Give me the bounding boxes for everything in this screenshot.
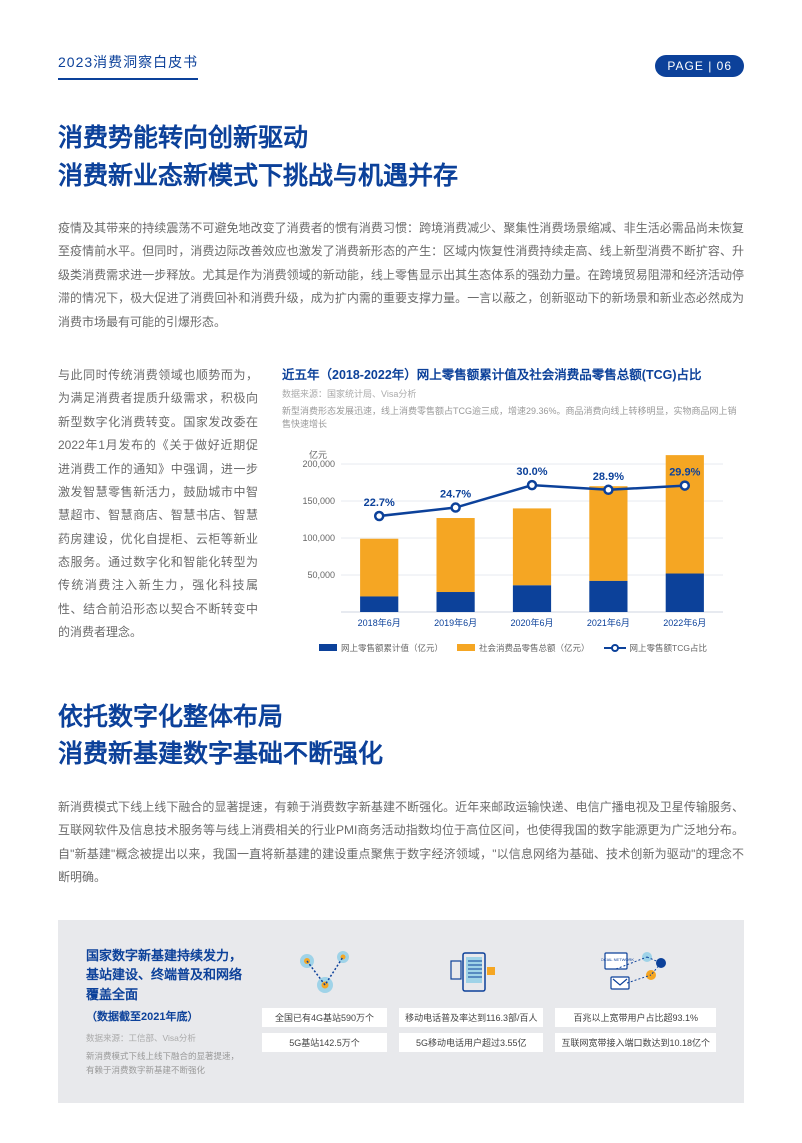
svg-text:24.7%: 24.7% (440, 489, 471, 501)
legend-swatch-online (319, 644, 337, 651)
page-number-badge: PAGE | 06 (655, 55, 744, 77)
svg-text:200,000: 200,000 (302, 459, 335, 469)
legend-item: 社会消费品零售总额（亿元） (457, 642, 590, 654)
svg-text:29.9%: 29.9% (669, 467, 700, 479)
infobox-left: 国家数字新基建持续发力，基站建设、终端普及和网络覆盖全面 （数据截至2021年底… (86, 946, 246, 1078)
phone-icon (441, 946, 501, 998)
page-header: 2023消费洞察白皮书 PAGE | 06 (58, 52, 744, 80)
svg-text:2020年6月: 2020年6月 (510, 617, 553, 628)
chart-column: 近五年（2018-2022年）网上零售额累计值及社会消费品零售总额(TCG)占比… (282, 364, 744, 654)
chart-subtitle: 新型消费形态发展迅速，线上消费零售额占TCG逾三成，增速29.36%。商品消费向… (282, 404, 744, 430)
svg-text:150,000: 150,000 (302, 496, 335, 506)
svg-text:2022年6月: 2022年6月 (663, 617, 706, 628)
bar-line-chart: 50,000 100,000 150,000 200,000亿元 2018年6月 2019… (282, 444, 744, 634)
tower-icon (295, 946, 355, 998)
chart-title: 近五年（2018-2022年）网上零售额累计值及社会消费品零售总额(TCG)占比 (282, 364, 744, 383)
info-cards-row: 全国已有4G基站590万个 5G基站142.5万个 移动电话普及率达到116.3… (262, 946, 716, 1078)
heading-line: 消费新基建数字基础不断强化 (58, 736, 744, 774)
chart-container: 50,000 100,000 150,000 200,000亿元 2018年6月 2019… (282, 444, 744, 634)
section1-heading: 消费势能转向创新驱动 消费新业态新模式下挑战与机遇并存 (58, 120, 744, 195)
svg-text:100,000: 100,000 (302, 533, 335, 543)
svg-text:2018年6月: 2018年6月 (358, 617, 401, 628)
card-stat: 百兆以上宽带用户占比超93.1% (555, 1008, 716, 1027)
legend-label: 社会消费品零售总额（亿元） (479, 642, 590, 654)
legend-swatch-social (457, 644, 475, 651)
section1-body: 疫情及其带来的持续震荡不可避免地改变了消费者的惯有消费习惯：跨境消费减少、聚集性… (58, 217, 744, 334)
section2-body: 新消费模式下线上线下融合的显著提速，有赖于消费数字新基建不断强化。近年来邮政运输… (58, 796, 744, 890)
left-column-text: 与此同时传统消费领域也顺势而为，为满足消费者提质升级需求，积极向新型数字化消费转… (58, 364, 258, 645)
info-card: SOCIAL NETWORK 百兆以上宽带用户占比超93.1% 互联网宽带接入端… (555, 946, 716, 1078)
svg-text:2021年6月: 2021年6月 (587, 617, 630, 628)
chart-source: 数据来源：国家统计局、Visa分析 (282, 387, 744, 400)
card-stat: 全国已有4G基站590万个 (262, 1008, 387, 1027)
legend-label: 网上零售额累计值（亿元） (341, 642, 443, 654)
legend-label: 网上零售额TCG占比 (630, 642, 707, 654)
heading-line: 依托数字化整体布局 (58, 699, 744, 737)
legend-line-icon (604, 644, 626, 652)
network-icon: SOCIAL NETWORK (601, 946, 671, 998)
infobox-subtitle: （数据截至2021年底） (86, 1008, 246, 1024)
svg-text:50,000: 50,000 (307, 570, 335, 580)
section2-heading: 依托数字化整体布局 消费新基建数字基础不断强化 (58, 699, 744, 774)
card-stat: 移动电话普及率达到116.3部/百人 (399, 1008, 543, 1027)
info-card: 移动电话普及率达到116.3部/百人 5G移动电话用户超过3.55亿 (399, 946, 543, 1078)
svg-text:28.9%: 28.9% (593, 471, 624, 483)
card-stat: 5G基站142.5万个 (262, 1033, 387, 1052)
infobox: 国家数字新基建持续发力，基站建设、终端普及和网络覆盖全面 （数据截至2021年底… (58, 920, 744, 1104)
heading-line: 消费势能转向创新驱动 (58, 120, 744, 158)
heading-line: 消费新业态新模式下挑战与机遇并存 (58, 158, 744, 196)
svg-text:2019年6月: 2019年6月 (434, 617, 477, 628)
two-column-row: 与此同时传统消费领域也顺势而为，为满足消费者提质升级需求，积极向新型数字化消费转… (58, 364, 744, 654)
info-card: 全国已有4G基站590万个 5G基站142.5万个 (262, 946, 387, 1078)
chart-legend: 网上零售额累计值（亿元） 社会消费品零售总额（亿元） 网上零售额TCG占比 (282, 642, 744, 654)
legend-item: 网上零售额TCG占比 (604, 642, 707, 654)
infobox-source: 数据来源：工信部、Visa分析 (86, 1032, 246, 1044)
svg-text:亿元: 亿元 (309, 449, 327, 460)
infobox-note: 新消费模式下线上线下融合的显著提速，有赖于消费数字新基建不断强化 (86, 1050, 246, 1077)
card-stat: 5G移动电话用户超过3.55亿 (399, 1033, 543, 1052)
doc-title: 2023消费洞察白皮书 (58, 52, 198, 80)
infobox-title: 国家数字新基建持续发力，基站建设、终端普及和网络覆盖全面 (86, 946, 246, 1005)
svg-text:30.0%: 30.0% (516, 466, 547, 478)
card-stat: 互联网宽带接入端口数达到10.18亿个 (555, 1033, 716, 1052)
svg-text:SOCIAL NETWORK: SOCIAL NETWORK (601, 957, 634, 962)
legend-item: 网上零售额累计值（亿元） (319, 642, 443, 654)
svg-text:22.7%: 22.7% (364, 497, 395, 509)
left-column: 与此同时传统消费领域也顺势而为，为满足消费者提质升级需求，积极向新型数字化消费转… (58, 364, 258, 654)
